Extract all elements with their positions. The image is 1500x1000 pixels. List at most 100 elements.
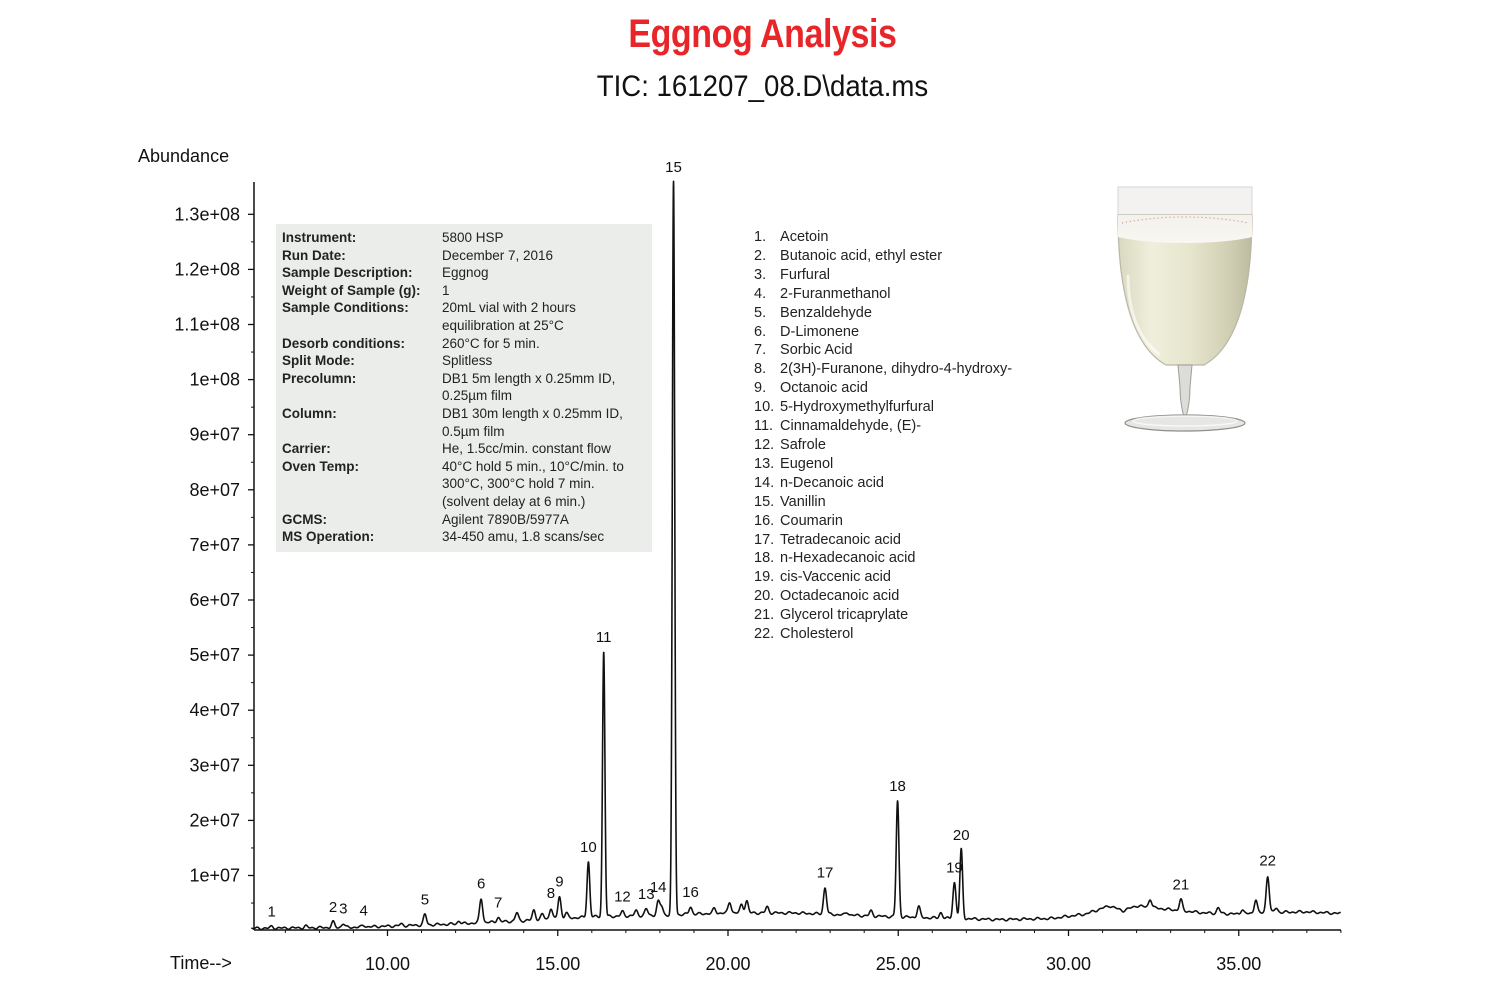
peak-label-22: 22 bbox=[1259, 853, 1276, 870]
legend-item: 10. 5-Hydroxymethylfurfural bbox=[754, 398, 1012, 417]
info-key: Column: bbox=[282, 405, 337, 421]
x-tick-label: 25.00 bbox=[876, 954, 921, 974]
peak-label-3: 3 bbox=[339, 901, 347, 918]
info-key: MS Operation: bbox=[282, 529, 375, 545]
peak-label-4: 4 bbox=[359, 902, 367, 919]
info-value: 5800 HSP bbox=[442, 230, 504, 245]
x-tick-label: 30.00 bbox=[1046, 954, 1091, 974]
info-value: DB1 30m length x 0.25mm ID, 0.5µm film bbox=[442, 405, 623, 439]
x-tick-label: 20.00 bbox=[705, 954, 750, 974]
info-value: 20mL vial with 2 hours equilibration at … bbox=[442, 300, 576, 333]
info-value: Eggnog bbox=[442, 265, 489, 281]
chart-subtitle: TIC: 161207_08.D\data.ms bbox=[596, 70, 929, 103]
legend-compound-name: cis-Vaccenic acid bbox=[776, 569, 891, 586]
legend-compound-name: 5-Hydroxymethylfurfural bbox=[776, 399, 934, 416]
chart-ticks: 1e+07 2e+07 3e+07 4e+07 5e+07 6e+07 7e+07 8e+07… bbox=[174, 204, 1342, 974]
info-value: December 7, 2016 bbox=[442, 247, 554, 263]
legend-item: 2. Butanoic acid, ethyl ester bbox=[754, 247, 1012, 266]
info-value: 34-450 amu, 1.8 scans/sec bbox=[442, 529, 605, 545]
legend-number: 19. bbox=[754, 569, 775, 586]
info-key: Weight of Sample (g): bbox=[282, 282, 421, 298]
legend-number: 4. bbox=[754, 285, 767, 302]
legend-compound-name: Coumarin bbox=[776, 512, 843, 529]
peak-label-15: 15 bbox=[665, 159, 682, 176]
legend-item: 12. Safrole bbox=[754, 436, 1012, 455]
legend-compound-name: Furfural bbox=[776, 266, 830, 283]
legend-compound-name: Octanoic acid bbox=[776, 380, 868, 397]
info-row: Instrument: 5800 HSP bbox=[282, 229, 652, 247]
legend-compound-name: n-Decanoic acid bbox=[776, 474, 884, 491]
info-value: DB1 5m length x 0.25mm ID, 0.25µm film bbox=[442, 370, 616, 404]
info-row: Precolumn: DB1 5m length x 0.25mm ID, 0.2… bbox=[282, 370, 652, 405]
peak-label-13: 13 bbox=[638, 886, 655, 903]
info-row: Split Mode: Splitless bbox=[282, 352, 652, 370]
y-tick-label: 7e+07 bbox=[189, 535, 240, 555]
legend-number: 7. bbox=[754, 342, 767, 359]
legend-number: 22. bbox=[754, 626, 775, 643]
legend-compound-name: D-Limonene bbox=[776, 323, 860, 340]
y-tick-label: 1.1e+08 bbox=[174, 315, 240, 335]
peak-label-8: 8 bbox=[547, 885, 555, 902]
legend-number: 21. bbox=[754, 607, 775, 624]
x-tick-label: 35.00 bbox=[1216, 954, 1261, 974]
legend-number: 13. bbox=[754, 455, 775, 472]
info-value: He, 1.5cc/min. constant flow bbox=[442, 441, 611, 457]
legend-compound-name: Butanoic acid, ethyl ester bbox=[776, 247, 943, 264]
peak-label-2: 2 bbox=[329, 899, 337, 916]
legend-compound-name: Glycerol tricaprylate bbox=[776, 607, 909, 624]
peak-label-6: 6 bbox=[477, 876, 485, 893]
info-row: Run Date: December 7, 2016 bbox=[282, 247, 652, 265]
y-tick-label: 6e+07 bbox=[189, 590, 240, 610]
legend-item: 4. 2-Furanmethanol bbox=[754, 285, 1012, 304]
info-value: Agilent 7890B/5977A bbox=[442, 511, 569, 527]
legend-compound-name: Cinnamaldehyde, (E)- bbox=[776, 418, 922, 435]
legend-compound-name: Cholesterol bbox=[776, 626, 854, 643]
info-key: GCMS: bbox=[282, 511, 327, 527]
peak-label-10: 10 bbox=[580, 839, 597, 856]
legend-number: 14. bbox=[754, 474, 775, 491]
peak-label-16: 16 bbox=[682, 884, 699, 901]
legend-compound-name: Acetoin bbox=[776, 229, 829, 245]
legend-number: 17. bbox=[754, 531, 775, 548]
peak-label-20: 20 bbox=[953, 827, 970, 844]
legend-compound-name: Octadecanoic acid bbox=[776, 588, 900, 605]
legend-number: 10. bbox=[754, 399, 775, 416]
y-tick-label: 9e+07 bbox=[189, 425, 240, 445]
legend-number: 3. bbox=[754, 266, 767, 283]
legend-item: 18. n-Hexadecanoic acid bbox=[754, 549, 1012, 568]
info-value: 260°C for 5 min. bbox=[442, 335, 540, 351]
info-key: Split Mode: bbox=[282, 353, 355, 369]
legend-item: 15. Vanillin bbox=[754, 493, 1012, 512]
legend-number: 12. bbox=[754, 436, 775, 453]
legend-compound-name: Benzaldehyde bbox=[776, 304, 872, 321]
legend-number: 9. bbox=[754, 380, 767, 397]
peak-label-11: 11 bbox=[596, 629, 612, 646]
legend-compound-name: Vanillin bbox=[776, 493, 826, 510]
info-row: Carrier: He, 1.5cc/min. constant flow bbox=[282, 440, 652, 458]
info-key: Desorb conditions: bbox=[282, 335, 406, 351]
chart-axes bbox=[253, 182, 1341, 931]
peak-label-21: 21 bbox=[1173, 877, 1190, 894]
peak-label-17: 17 bbox=[817, 865, 834, 882]
legend-item: 20. Octadecanoic acid bbox=[754, 587, 1012, 606]
y-tick-label: 1.3e+08 bbox=[174, 204, 240, 224]
info-row: GCMS: Agilent 7890B/5977A bbox=[282, 511, 652, 529]
legend-number: 2. bbox=[754, 247, 767, 264]
y-tick-label: 5e+07 bbox=[189, 645, 240, 665]
info-key: Sample Description: bbox=[282, 265, 413, 281]
peak-label-14: 14 bbox=[650, 879, 667, 896]
x-axis-label: Time--> bbox=[170, 953, 232, 973]
legend-compound-name: Sorbic Acid bbox=[776, 342, 853, 359]
y-axis-label: Abundance bbox=[138, 146, 230, 166]
legend-compound-name: Safrole bbox=[776, 436, 826, 453]
x-tick-label: 10.00 bbox=[365, 954, 410, 974]
instrument-info-panel: Instrument: 5800 HSP Run Date: December 7, … bbox=[276, 224, 652, 552]
info-row: Desorb conditions: 260°C for 5 min. bbox=[282, 335, 652, 353]
legend-item: 11. Cinnamaldehyde, (E)- bbox=[754, 417, 1012, 436]
peak-label-18: 18 bbox=[889, 778, 906, 795]
peak-label-1: 1 bbox=[268, 904, 276, 921]
peak-label-9: 9 bbox=[555, 874, 563, 891]
peak-label-7: 7 bbox=[494, 895, 502, 912]
